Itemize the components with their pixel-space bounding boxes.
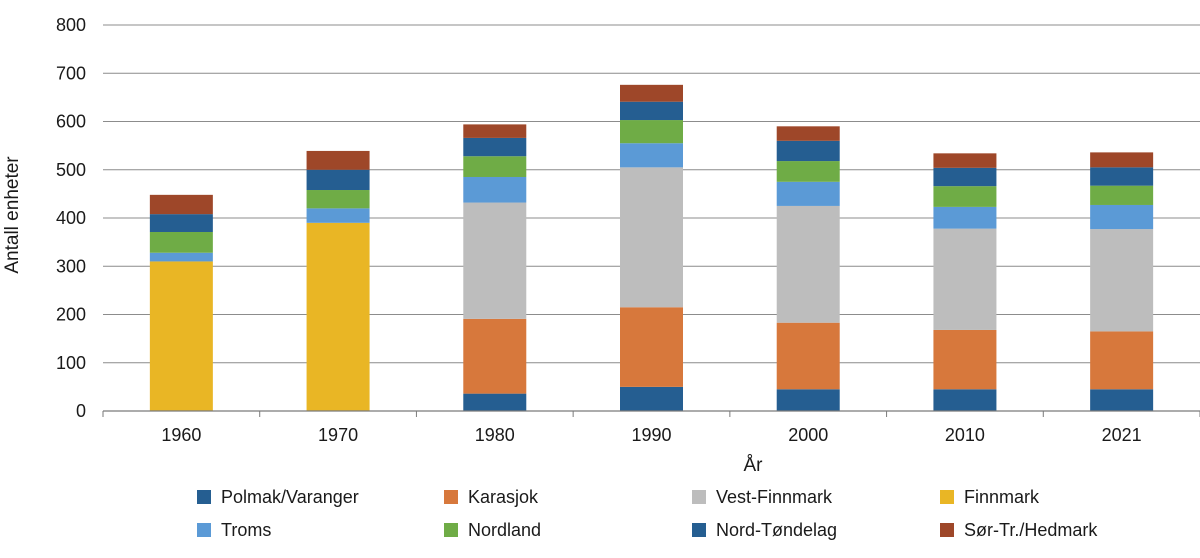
bar-segment — [149, 214, 213, 232]
x-tick-label: 1970 — [318, 425, 358, 445]
bar-segment — [149, 261, 213, 411]
y-tick-label: 800 — [56, 15, 86, 35]
legend-swatch — [940, 523, 954, 537]
bar-segment — [306, 190, 370, 209]
bar-segment — [933, 206, 997, 229]
bar-segment — [620, 84, 683, 102]
bar-segment — [1090, 204, 1154, 230]
legend-label: Nordland — [468, 520, 541, 540]
x-tick-label: 2010 — [945, 425, 985, 445]
bar-segment — [1090, 389, 1154, 411]
x-tick-label: 2000 — [788, 425, 828, 445]
y-tick-label: 600 — [56, 112, 86, 132]
bar-segment — [776, 140, 840, 162]
legend: Polmak/Varanger Karasjok Vest-Finnmark Finn… — [197, 487, 1098, 540]
bar-segment — [463, 202, 527, 319]
bar-segment — [463, 318, 527, 394]
bar-segment — [149, 194, 213, 215]
bar-segment — [1090, 152, 1154, 168]
bar-segment — [463, 393, 527, 411]
bar-segment — [1090, 229, 1154, 332]
bar-segment — [306, 169, 370, 191]
y-tick-label: 400 — [56, 208, 86, 228]
legend-swatch — [692, 523, 706, 537]
bar-segment — [933, 228, 997, 330]
bar-segment — [933, 186, 997, 207]
bar-segment — [933, 167, 997, 187]
bar-segment — [1090, 167, 1154, 186]
y-axis-tick-labels: 0 100 200 300 400 500 600 700 800 — [56, 15, 86, 421]
bar-segment — [463, 137, 527, 157]
bar-segment — [620, 386, 683, 411]
y-tick-label: 300 — [56, 256, 86, 276]
bar-segment — [463, 156, 527, 177]
x-tick-label: 1980 — [475, 425, 515, 445]
bar-segment — [306, 150, 370, 170]
x-tick-label: 1990 — [631, 425, 671, 445]
legend-label: Polmak/Varanger — [221, 487, 359, 507]
bar-segment — [776, 205, 840, 323]
x-tick-label: 2021 — [1102, 425, 1142, 445]
bar-segment — [306, 222, 370, 411]
legend-label: Sør-Tr./Hedmark — [964, 520, 1098, 540]
bar-segment — [620, 120, 683, 144]
bar-segment — [776, 322, 840, 390]
x-axis-tick-labels: 1960 1970 1980 1990 2000 2010 2021 — [102, 411, 1200, 445]
bar-segment — [1090, 185, 1154, 205]
y-tick-label: 700 — [56, 63, 86, 83]
legend-swatch — [444, 490, 458, 504]
bar-segment — [776, 389, 840, 411]
bar-segment — [776, 161, 840, 182]
bar-segment — [620, 143, 683, 168]
bar-segment — [620, 307, 683, 387]
bar-segment — [620, 167, 683, 308]
bar-segment — [776, 126, 840, 141]
y-tick-label: 500 — [56, 160, 86, 180]
legend-label: Troms — [221, 520, 271, 540]
bars — [149, 84, 1154, 411]
bar-segment — [776, 181, 840, 206]
bar-segment — [1090, 331, 1154, 390]
legend-swatch — [197, 490, 211, 504]
y-tick-label: 100 — [56, 353, 86, 373]
legend-label: Karasjok — [468, 487, 539, 507]
bar-segment — [463, 124, 527, 138]
bar-segment — [933, 153, 997, 168]
y-tick-label: 200 — [56, 305, 86, 325]
legend-swatch — [197, 523, 211, 537]
legend-swatch — [692, 490, 706, 504]
legend-swatch — [940, 490, 954, 504]
legend-swatch — [444, 523, 458, 537]
legend-label: Nord-Tøndelag — [716, 520, 837, 540]
bar-segment — [933, 329, 997, 390]
y-axis-label: Antall enheter — [2, 156, 23, 274]
y-tick-label: 0 — [76, 401, 86, 421]
x-axis-label: År — [744, 455, 764, 476]
bar-segment — [149, 231, 213, 253]
bar-segment — [933, 389, 997, 411]
x-tick-label: 1960 — [161, 425, 201, 445]
bar-segment — [620, 101, 683, 121]
legend-label: Finnmark — [964, 487, 1040, 507]
bar-segment — [463, 176, 527, 203]
bar-segment — [149, 252, 213, 262]
bar-segment — [306, 208, 370, 223]
legend-label: Vest-Finnmark — [716, 487, 833, 507]
